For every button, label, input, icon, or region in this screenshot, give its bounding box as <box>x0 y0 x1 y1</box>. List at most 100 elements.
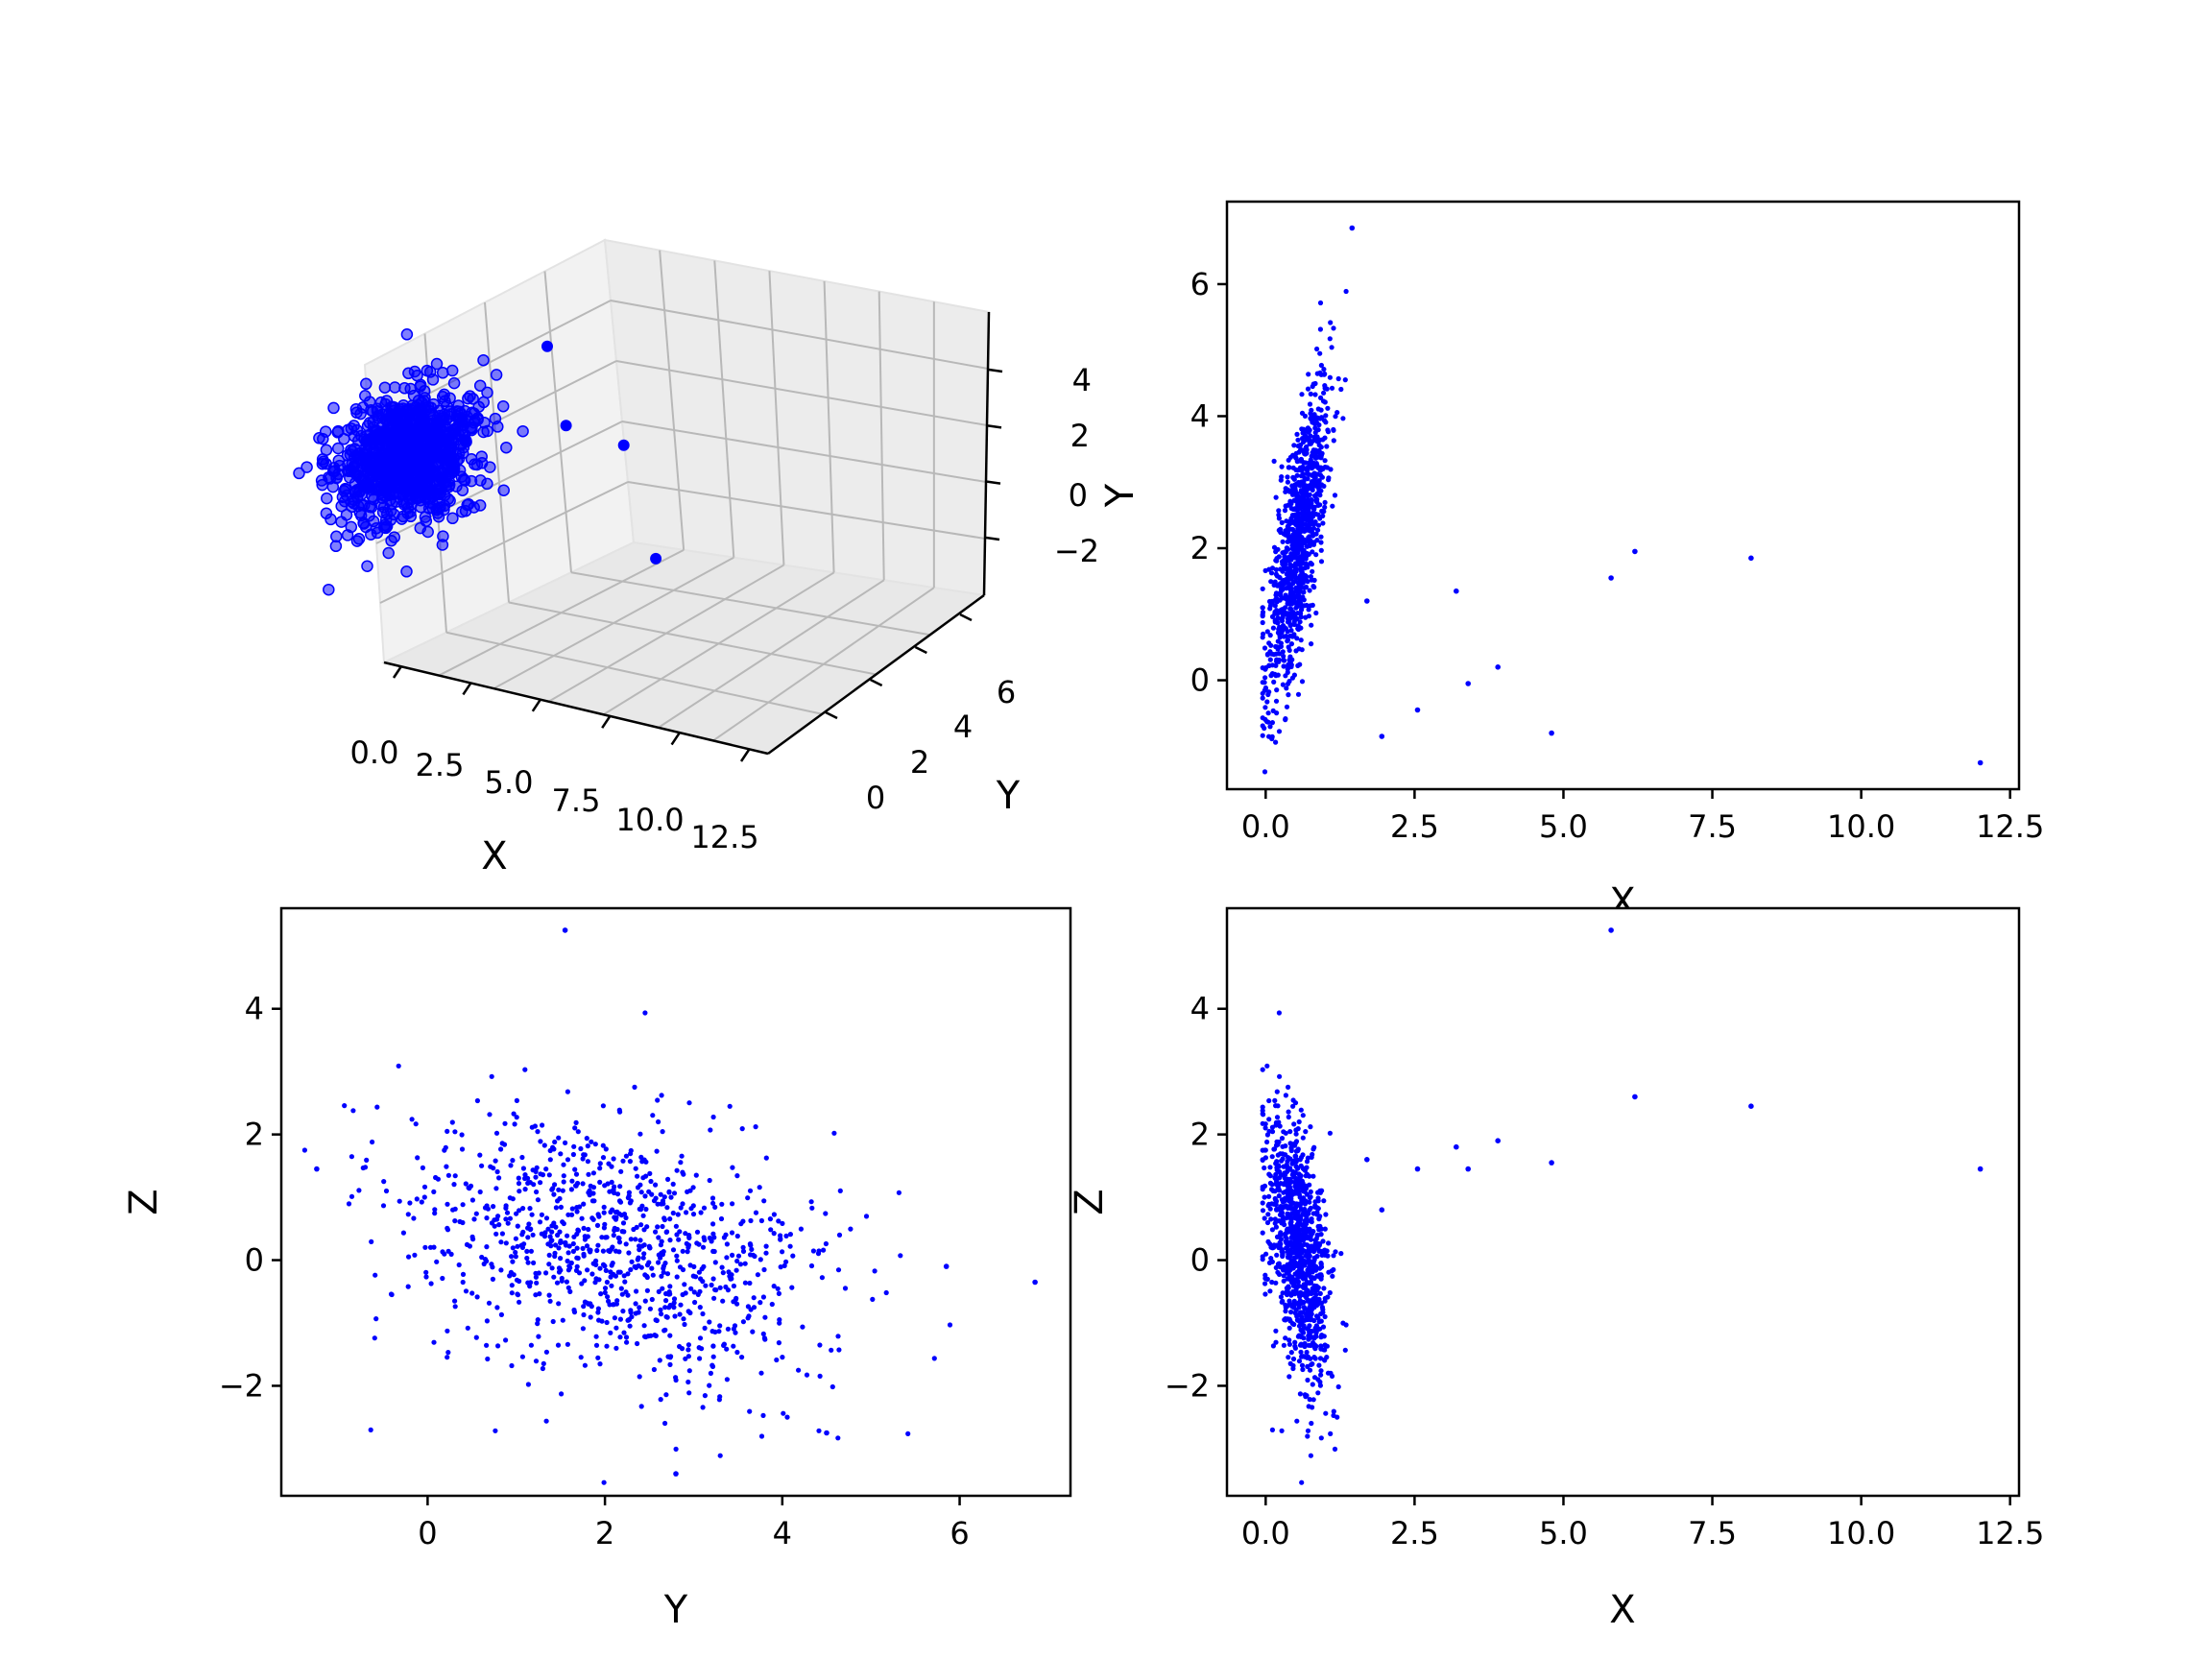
data-point <box>618 1213 625 1218</box>
data-point <box>1281 1129 1286 1135</box>
data-point <box>1266 640 1272 646</box>
data-point <box>1322 385 1328 391</box>
data-point-3d <box>447 376 461 390</box>
data-point <box>1289 542 1295 548</box>
data-point <box>595 1310 601 1315</box>
data-point <box>1309 562 1314 567</box>
data-point <box>546 1292 552 1298</box>
data-point <box>510 1259 516 1264</box>
data-point-3d-outlier <box>650 552 662 565</box>
data-point <box>668 1354 674 1359</box>
data-point <box>747 1408 753 1414</box>
data-point <box>1313 415 1319 421</box>
data-point-outlier <box>1608 927 1614 933</box>
3d-x-tick-labels: 0.0 2.5 5.0 7.5 10.0 12.5 <box>350 734 759 855</box>
data-point <box>725 1326 732 1332</box>
data-point <box>524 1248 530 1254</box>
3d-z-tick-labels: −2 0 2 4 <box>1054 362 1099 569</box>
data-point <box>579 1215 585 1221</box>
data-point <box>568 1187 575 1192</box>
data-point <box>546 1172 552 1178</box>
data-point <box>1276 1271 1283 1277</box>
data-point <box>1291 1229 1297 1235</box>
data-point <box>761 1335 768 1341</box>
data-point <box>1260 1104 1265 1110</box>
data-point <box>1307 588 1312 593</box>
data-point-outlier <box>1032 1279 1038 1286</box>
data-point <box>528 1342 535 1348</box>
data-point <box>1286 1290 1291 1296</box>
data-point <box>1262 1215 1267 1221</box>
x-tick-label: 2 <box>595 1515 614 1551</box>
data-point <box>1280 539 1286 544</box>
data-point <box>1308 460 1313 466</box>
data-point <box>567 1264 573 1270</box>
gridline <box>610 300 989 370</box>
data-point <box>508 1163 514 1168</box>
data-point-3d <box>374 396 388 409</box>
data-point <box>627 1323 633 1329</box>
data-point <box>524 1255 530 1262</box>
data-point <box>1311 483 1317 489</box>
data-point-outlier <box>1465 681 1471 686</box>
data-point <box>1274 1234 1281 1239</box>
data-point <box>1297 561 1303 566</box>
data-point <box>551 1146 557 1152</box>
data-point <box>412 1252 418 1258</box>
data-point <box>549 1187 555 1192</box>
data-point <box>796 1367 802 1373</box>
data-point <box>374 1104 380 1110</box>
data-point <box>553 1242 559 1248</box>
data-point <box>613 1216 619 1222</box>
data-point <box>755 1272 761 1278</box>
data-point <box>1305 1363 1310 1369</box>
data-point <box>556 1245 562 1251</box>
data-point <box>1294 636 1300 641</box>
data-point <box>1276 554 1282 560</box>
data-point <box>456 1262 462 1268</box>
data-point-3d <box>323 583 335 596</box>
data-point <box>1293 1204 1299 1210</box>
data-point <box>1262 675 1268 681</box>
data-point <box>496 1175 502 1181</box>
data-point <box>490 1276 495 1282</box>
3d-y-tick-labels: 0 2 4 6 <box>866 674 1016 816</box>
data-point-3d <box>412 460 425 472</box>
data-point <box>1300 552 1306 558</box>
data-point <box>642 1010 648 1016</box>
data-point <box>594 1247 600 1254</box>
data-point-3d-outlier <box>560 420 572 432</box>
data-point <box>1302 1274 1308 1280</box>
gridline <box>570 571 930 637</box>
data-point <box>498 1146 504 1152</box>
data-point <box>1291 1121 1297 1127</box>
data-point <box>1314 1210 1320 1215</box>
data-point <box>655 1097 661 1103</box>
data-point <box>699 1266 705 1272</box>
3d-x-axis-label: X <box>481 834 507 878</box>
data-point <box>569 1178 575 1184</box>
data-point <box>1285 1159 1290 1165</box>
data-point <box>1267 657 1273 662</box>
data-point <box>680 1248 685 1254</box>
data-point <box>467 1243 472 1249</box>
data-point-3d <box>446 512 459 525</box>
data-point <box>1317 350 1323 356</box>
data-point <box>536 1334 541 1339</box>
data-point <box>631 1226 637 1233</box>
data-point <box>1268 1216 1274 1222</box>
data-point <box>781 1262 787 1268</box>
data-point <box>491 1166 496 1171</box>
data-point <box>601 1479 607 1485</box>
data-point <box>452 1173 458 1179</box>
data-point <box>1283 1309 1288 1314</box>
data-point <box>1319 1188 1325 1193</box>
data-point <box>594 1222 601 1228</box>
data-point <box>503 1240 509 1246</box>
data-point <box>1301 1225 1307 1231</box>
data-point-outlier <box>1632 548 1638 555</box>
data-point <box>1266 1260 1273 1265</box>
data-point <box>538 1180 543 1186</box>
data-point-3d <box>385 435 397 448</box>
data-point <box>618 1286 624 1291</box>
